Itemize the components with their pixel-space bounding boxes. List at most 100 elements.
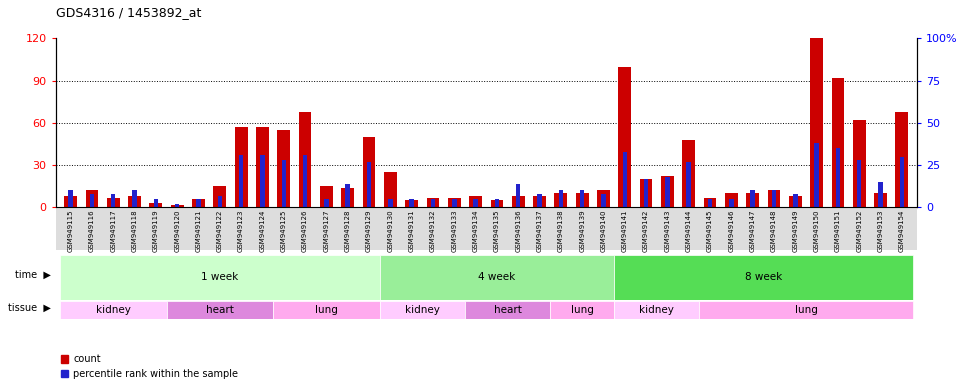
Text: heart: heart	[493, 305, 521, 315]
Bar	[213, 186, 227, 207]
Bar	[512, 196, 524, 207]
Bar	[686, 162, 691, 207]
Bar	[431, 199, 435, 207]
Text: GSM949121: GSM949121	[196, 210, 202, 252]
Bar	[281, 160, 286, 207]
Text: GSM949141: GSM949141	[622, 210, 628, 252]
Text: GSM949120: GSM949120	[174, 210, 180, 252]
Text: GSM949147: GSM949147	[750, 210, 756, 252]
Bar	[218, 195, 222, 207]
Bar	[260, 155, 265, 207]
Bar	[875, 193, 887, 207]
Text: time  ▶: time ▶	[15, 270, 51, 280]
Text: GSM949130: GSM949130	[387, 210, 394, 252]
Text: GSM949132: GSM949132	[430, 210, 436, 252]
Bar	[346, 184, 350, 207]
Text: kidney: kidney	[639, 305, 674, 315]
Bar	[580, 190, 585, 207]
Text: GSM949116: GSM949116	[89, 210, 95, 252]
Text: GSM949139: GSM949139	[579, 210, 586, 252]
Bar	[175, 204, 180, 207]
Bar	[273, 301, 379, 319]
Bar	[559, 190, 564, 207]
Bar	[171, 205, 183, 207]
Text: GSM949138: GSM949138	[558, 210, 564, 252]
Bar	[857, 160, 861, 207]
Legend: count, percentile rank within the sample: count, percentile rank within the sample	[60, 354, 238, 379]
Bar	[614, 301, 700, 319]
Bar	[299, 112, 311, 207]
Bar	[85, 190, 98, 207]
Text: GSM949151: GSM949151	[835, 210, 841, 252]
Bar	[379, 301, 465, 319]
Bar	[150, 203, 162, 207]
Bar	[469, 196, 482, 207]
Bar	[192, 199, 204, 207]
Bar	[363, 137, 375, 207]
Bar	[708, 199, 712, 207]
Bar	[448, 197, 461, 207]
Text: tissue  ▶: tissue ▶	[8, 303, 51, 313]
Text: GSM949135: GSM949135	[493, 210, 500, 252]
Bar	[900, 157, 904, 207]
Text: GSM949137: GSM949137	[537, 210, 542, 252]
Bar	[836, 148, 840, 207]
Text: GSM949140: GSM949140	[600, 210, 607, 252]
Bar	[473, 199, 478, 207]
Bar	[107, 197, 120, 207]
Bar	[538, 194, 541, 207]
Text: GSM949123: GSM949123	[238, 210, 244, 252]
Text: GSM949136: GSM949136	[516, 210, 521, 252]
Text: GSM949152: GSM949152	[856, 210, 862, 252]
Text: GSM949154: GSM949154	[899, 210, 905, 252]
Bar	[644, 179, 648, 207]
Bar	[533, 196, 546, 207]
Bar	[324, 199, 328, 207]
Text: GSM949149: GSM949149	[792, 210, 799, 252]
Bar	[379, 255, 614, 300]
Bar	[256, 127, 269, 207]
Bar	[60, 301, 166, 319]
Bar	[367, 162, 372, 207]
Text: 1 week: 1 week	[202, 272, 238, 283]
Bar	[491, 200, 503, 207]
Text: GSM949143: GSM949143	[664, 210, 670, 252]
Bar	[597, 190, 610, 207]
Text: GSM949142: GSM949142	[643, 210, 649, 252]
Bar	[64, 196, 77, 207]
Text: GSM949133: GSM949133	[451, 210, 457, 252]
Text: GSM949129: GSM949129	[366, 210, 372, 252]
Text: GSM949153: GSM949153	[877, 210, 883, 252]
Bar	[196, 199, 201, 207]
Bar	[494, 199, 499, 207]
Text: lung: lung	[795, 305, 817, 315]
Text: lung: lung	[570, 305, 593, 315]
Bar	[388, 199, 393, 207]
Text: GSM949131: GSM949131	[409, 210, 415, 252]
Text: GSM949144: GSM949144	[685, 210, 692, 252]
Bar	[516, 184, 520, 207]
Text: GSM949128: GSM949128	[345, 210, 350, 252]
Bar	[555, 193, 567, 207]
Bar	[132, 190, 136, 207]
Bar	[239, 155, 243, 207]
Text: GSM949145: GSM949145	[708, 210, 713, 252]
Bar	[154, 199, 158, 207]
Bar	[665, 177, 670, 207]
Text: kidney: kidney	[405, 305, 440, 315]
Bar	[384, 172, 396, 207]
Bar	[235, 127, 248, 207]
Text: GSM949119: GSM949119	[153, 210, 158, 252]
Text: GSM949134: GSM949134	[472, 210, 479, 252]
Bar	[831, 78, 845, 207]
Bar	[426, 197, 440, 207]
Bar	[68, 190, 73, 207]
Text: GSM949118: GSM949118	[132, 210, 137, 252]
Bar	[452, 199, 457, 207]
Bar	[111, 194, 115, 207]
Text: 4 week: 4 week	[478, 272, 516, 283]
Text: GSM949127: GSM949127	[324, 210, 329, 252]
Bar	[852, 120, 866, 207]
Text: heart: heart	[205, 305, 233, 315]
Bar	[576, 193, 588, 207]
